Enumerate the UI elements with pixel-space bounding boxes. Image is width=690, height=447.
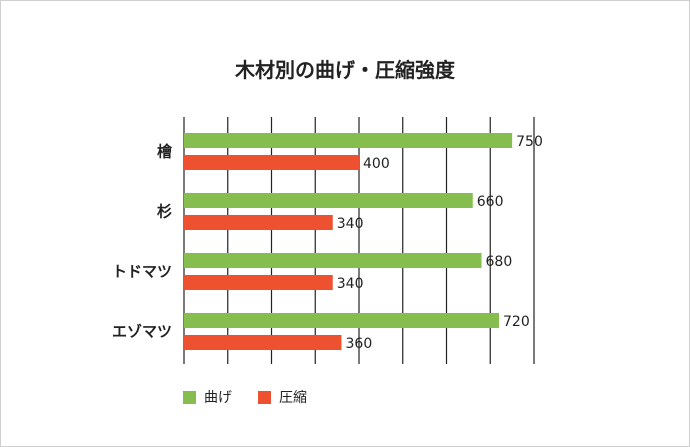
chart-title: 木材別の曲げ・圧縮強度 <box>235 58 455 82</box>
value-label: 340 <box>337 276 364 292</box>
category-label: トドマツ <box>112 263 172 281</box>
bar <box>184 313 499 328</box>
value-label: 660 <box>477 194 504 210</box>
value-label: 680 <box>486 254 513 270</box>
category-label: 杉 <box>157 203 172 221</box>
category-label: 檜 <box>157 143 173 161</box>
value-label: 750 <box>516 134 543 150</box>
bar <box>184 253 482 268</box>
legend: 曲げ 圧縮 <box>183 387 333 407</box>
bar <box>184 335 342 350</box>
legend-swatch-compression <box>258 390 271 404</box>
bar <box>184 133 513 148</box>
bar <box>184 275 333 290</box>
bar <box>184 155 359 170</box>
value-label: 360 <box>346 336 373 352</box>
bar <box>184 215 333 230</box>
legend-item-bending: 曲げ <box>183 387 232 407</box>
legend-item-compression: 圧縮 <box>258 387 307 407</box>
value-label: 400 <box>363 156 390 172</box>
value-label: 720 <box>503 314 530 330</box>
value-label: 340 <box>337 216 364 232</box>
legend-label-bending: 曲げ <box>204 390 232 406</box>
category-label: エゾマツ <box>112 323 172 341</box>
bar <box>184 193 473 208</box>
legend-swatch-bending <box>183 390 196 404</box>
legend-label-compression: 圧縮 <box>279 390 307 406</box>
